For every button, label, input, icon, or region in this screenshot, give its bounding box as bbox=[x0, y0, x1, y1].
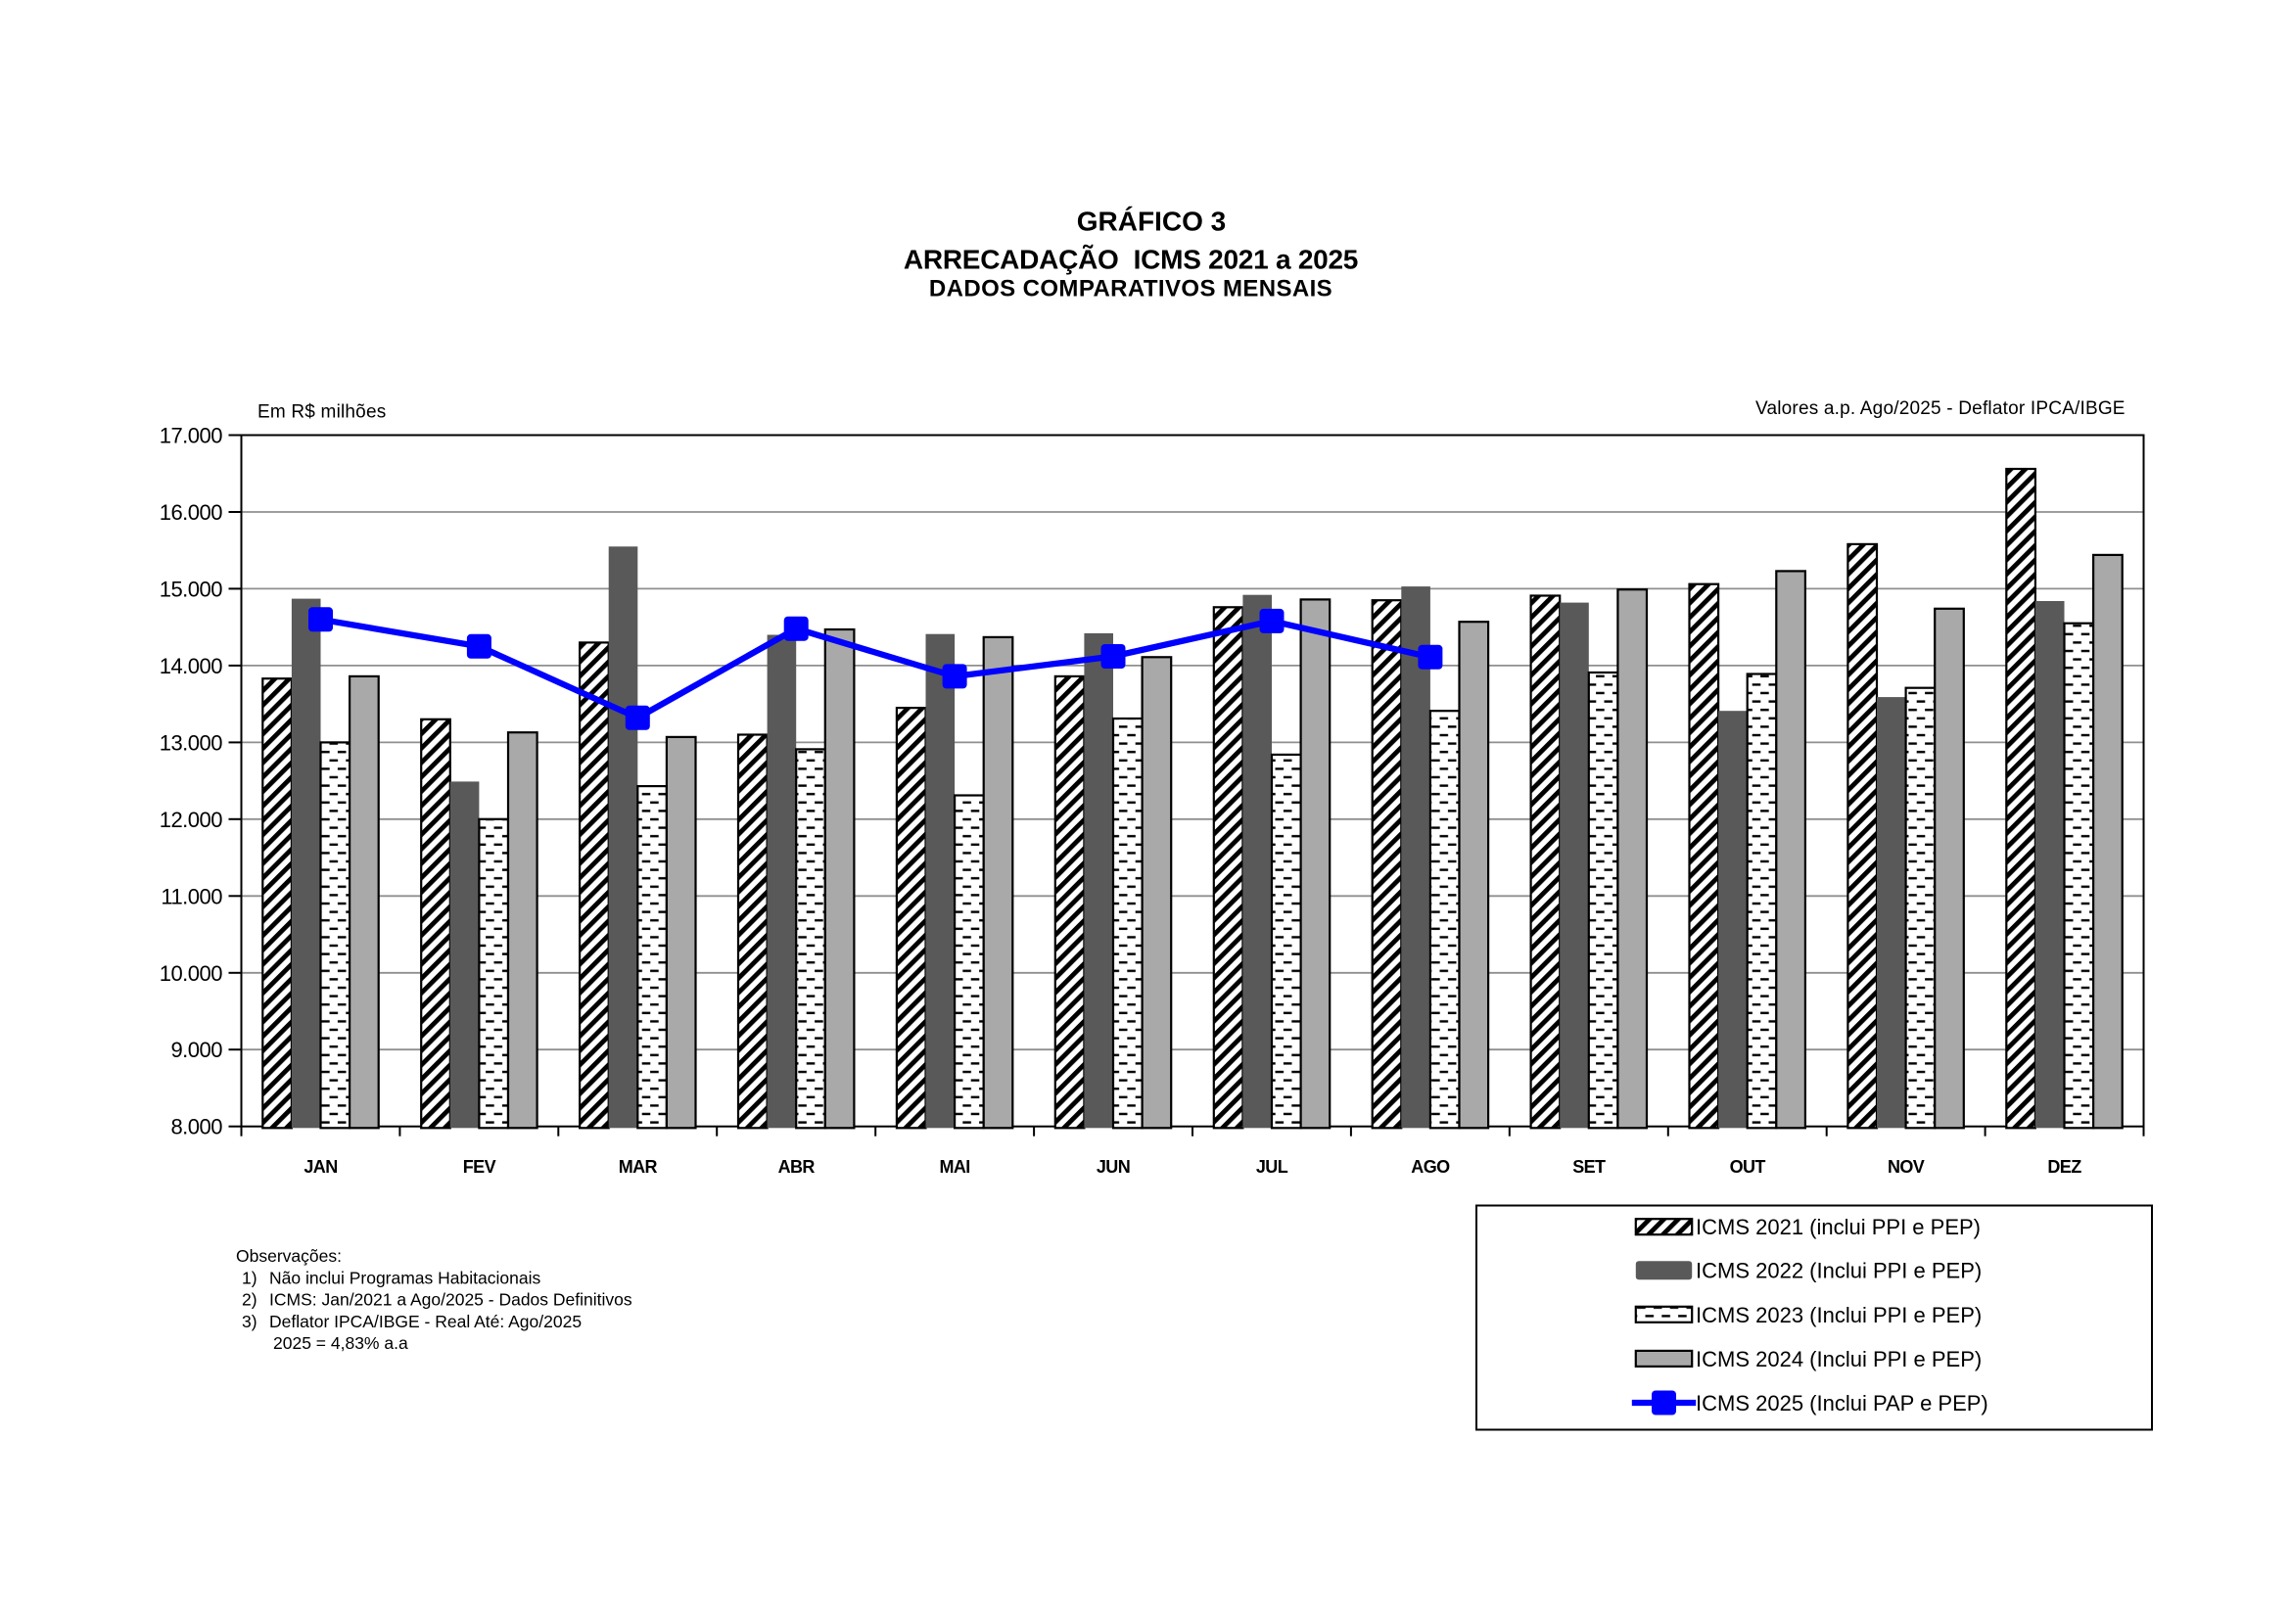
svg-text:12.000: 12.000 bbox=[160, 808, 223, 832]
svg-text:DADOS COMPARATIVOS MENSAIS: DADOS COMPARATIVOS MENSAIS bbox=[929, 276, 1332, 302]
svg-text:NOV: NOV bbox=[1888, 1157, 1925, 1177]
svg-text:13.000: 13.000 bbox=[160, 730, 223, 755]
svg-text:2): 2) bbox=[242, 1290, 257, 1310]
svg-text:OUT: OUT bbox=[1730, 1157, 1766, 1177]
svg-text:ICMS 2021 (inclui PPI e PEP): ICMS 2021 (inclui PPI e PEP) bbox=[1696, 1215, 1981, 1239]
svg-text:ICMS 2023 (Inclui PPI e PEP): ICMS 2023 (Inclui PPI e PEP) bbox=[1696, 1303, 1982, 1327]
svg-text:DEZ: DEZ bbox=[2047, 1157, 2081, 1177]
svg-text:GRÁFICO 3: GRÁFICO 3 bbox=[1077, 207, 1226, 237]
svg-text:3): 3) bbox=[242, 1312, 257, 1331]
svg-text:2025 = 4,83% a.a: 2025 = 4,83% a.a bbox=[273, 1333, 408, 1353]
svg-text:SET: SET bbox=[1572, 1157, 1606, 1177]
svg-text:JAN: JAN bbox=[304, 1157, 337, 1177]
svg-text:MAI: MAI bbox=[939, 1157, 969, 1177]
svg-text:ICMS 2022 (Inclui PPI e PEP): ICMS 2022 (Inclui PPI e PEP) bbox=[1696, 1259, 1982, 1283]
svg-text:Deflator IPCA/IBGE - Real Até:: Deflator IPCA/IBGE - Real Até: Ago/2025 bbox=[269, 1312, 582, 1331]
svg-text:ICMS 2024 (Inclui PPI e PEP): ICMS 2024 (Inclui PPI e PEP) bbox=[1696, 1347, 1982, 1371]
svg-text:8.000: 8.000 bbox=[170, 1115, 222, 1139]
svg-text:14.000: 14.000 bbox=[160, 654, 223, 678]
svg-text:9.000: 9.000 bbox=[170, 1038, 222, 1062]
svg-text:11.000: 11.000 bbox=[161, 884, 222, 908]
svg-text:MAR: MAR bbox=[619, 1157, 658, 1177]
svg-text:JUL: JUL bbox=[1256, 1157, 1288, 1177]
svg-text:ARRECADAÇÃO ICMS 2021 a 2025: ARRECADAÇÃO ICMS 2021 a 2025 bbox=[904, 245, 1358, 275]
svg-text:FEV: FEV bbox=[463, 1157, 496, 1177]
svg-text:Em R$ milhões: Em R$ milhões bbox=[257, 402, 386, 423]
svg-text:Observações:: Observações: bbox=[236, 1246, 342, 1266]
svg-text:17.000: 17.000 bbox=[160, 424, 223, 448]
svg-text:ICMS 2025 (Inclui PAP e PEP): ICMS 2025 (Inclui PAP e PEP) bbox=[1696, 1391, 1988, 1415]
svg-text:JUN: JUN bbox=[1097, 1157, 1130, 1177]
svg-text:Não inclui Programas Habitacio: Não inclui Programas Habitacionais bbox=[269, 1268, 540, 1287]
svg-text:AGO: AGO bbox=[1411, 1157, 1450, 1177]
svg-text:ICMS: Jan/2021 a Ago/2025 - Da: ICMS: Jan/2021 a Ago/2025 - Dados Defini… bbox=[269, 1290, 632, 1310]
svg-text:1): 1) bbox=[242, 1268, 257, 1287]
svg-text:15.000: 15.000 bbox=[160, 577, 223, 601]
svg-text:16.000: 16.000 bbox=[160, 500, 223, 525]
svg-text:10.000: 10.000 bbox=[160, 961, 223, 986]
svg-text:ABR: ABR bbox=[778, 1157, 816, 1177]
svg-text:Valores a.p. Ago/2025 - Deflat: Valores a.p. Ago/2025 - Deflator IPCA/IB… bbox=[1755, 398, 2126, 419]
